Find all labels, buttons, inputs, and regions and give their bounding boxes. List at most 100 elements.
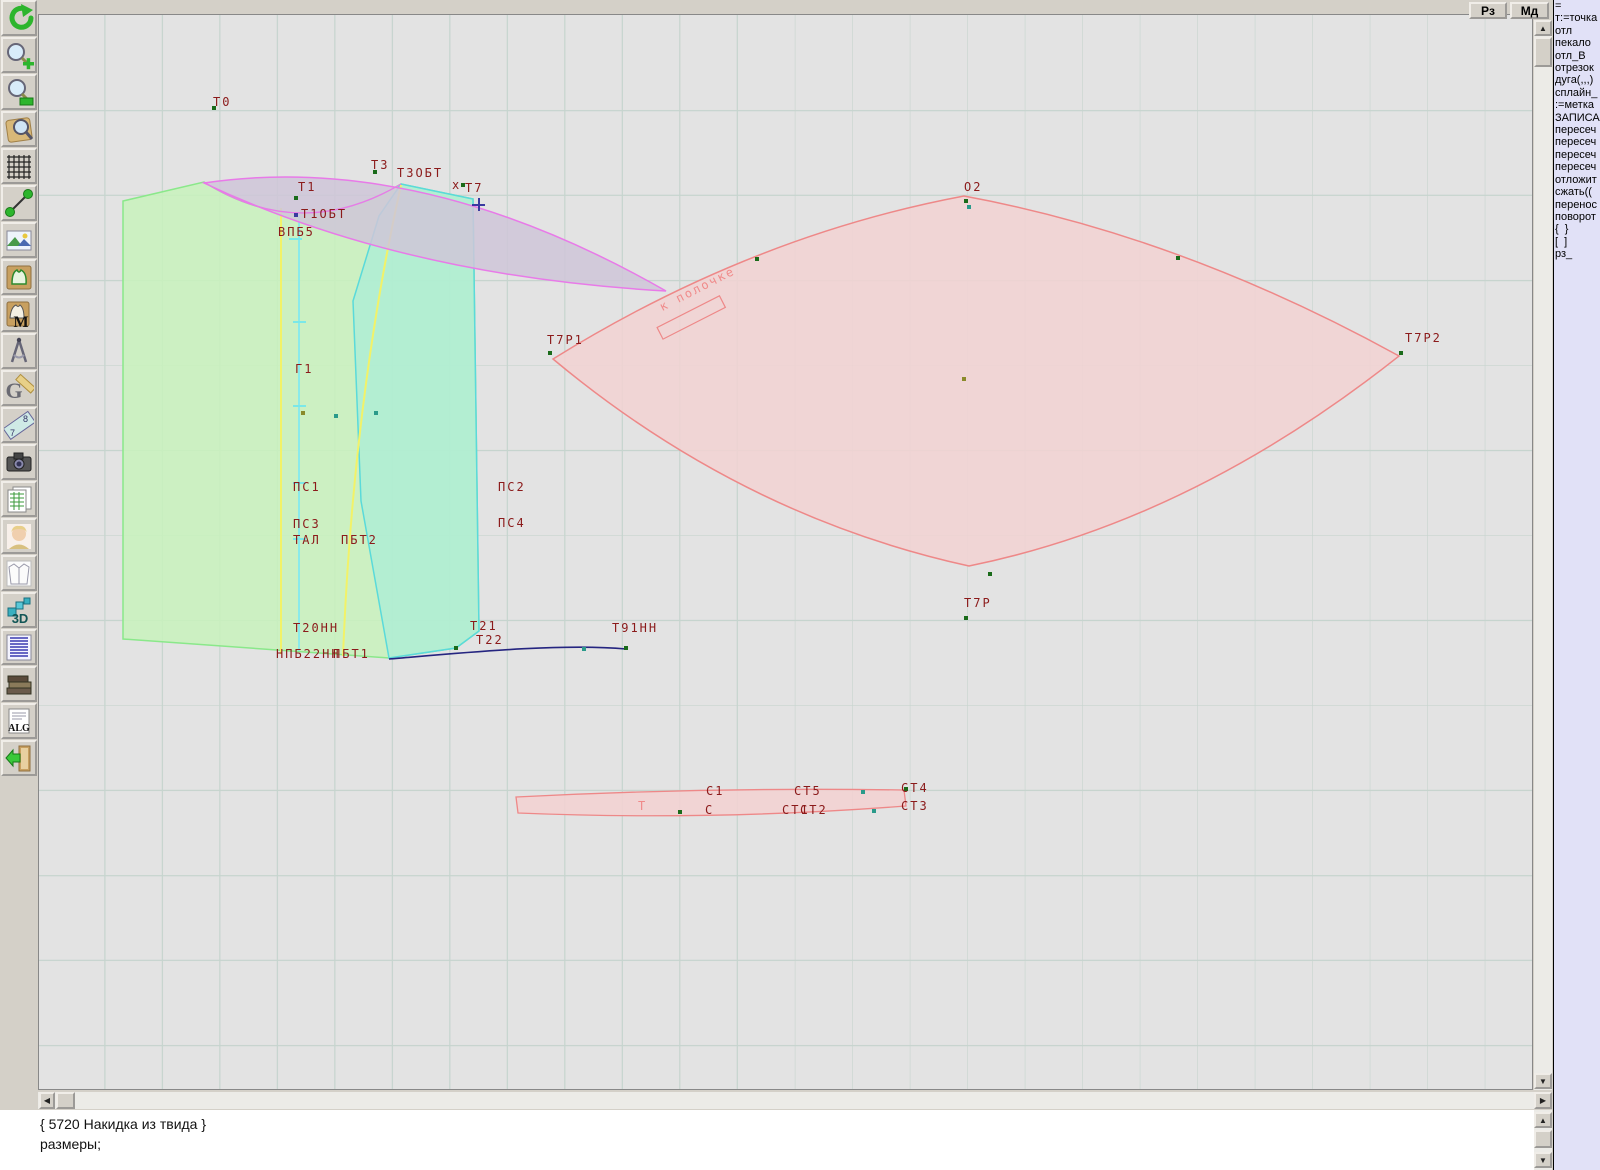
alg-document-button[interactable]: ALG xyxy=(1,703,37,739)
point-marker[interactable] xyxy=(904,787,908,791)
point-marker[interactable] xyxy=(967,205,971,209)
point-marker[interactable] xyxy=(988,572,992,576)
spreadsheet-button[interactable] xyxy=(1,481,37,517)
command-list-panel[interactable]: = т:=точка отл пекало отл_В отрезок дуга(,,,) с… xyxy=(1553,0,1600,1170)
zoom-out-button[interactable] xyxy=(1,74,37,110)
point-marker[interactable] xyxy=(301,411,305,415)
measure-line-button[interactable] xyxy=(1,185,37,221)
text-list-button[interactable] xyxy=(1,629,37,665)
point-marker[interactable] xyxy=(548,351,552,355)
horizontal-scroll-thumb[interactable] xyxy=(56,1092,75,1109)
point-marker[interactable] xyxy=(755,257,759,261)
tick-marker[interactable] xyxy=(293,321,306,323)
point-marker[interactable] xyxy=(294,213,298,217)
garment-button[interactable] xyxy=(1,555,37,591)
point-marker[interactable] xyxy=(334,414,338,418)
command-line: сжать(( xyxy=(1555,186,1592,199)
command-line: пересеч xyxy=(1555,136,1597,149)
point-label: ТАЛ xyxy=(293,533,321,547)
point-marker[interactable] xyxy=(212,106,216,110)
point-label: ПС4 xyxy=(498,516,526,530)
scroll-up-icon[interactable]: ▲ xyxy=(1534,1112,1552,1128)
grid-button[interactable] xyxy=(1,148,37,184)
vertical-scroll-thumb[interactable] xyxy=(1534,37,1552,67)
scroll-right-icon[interactable]: ▶ xyxy=(1534,1092,1552,1109)
point-marker[interactable] xyxy=(294,196,298,200)
tick-marker[interactable] xyxy=(289,238,302,240)
point-marker[interactable] xyxy=(962,377,966,381)
point-marker[interactable] xyxy=(964,199,968,203)
command-line: { } xyxy=(1555,223,1569,236)
point-label: ПБТ2 xyxy=(341,533,378,547)
scroll-down-icon[interactable]: ▼ xyxy=(1534,1152,1552,1168)
svg-text:8: 8 xyxy=(23,414,28,424)
point-marker[interactable] xyxy=(461,183,465,187)
zoom-in-button[interactable] xyxy=(1,37,37,73)
exit-button[interactable] xyxy=(1,740,37,776)
command-line: поворот xyxy=(1555,210,1596,223)
left-toolbar: M G 7 8 3D ALG xyxy=(0,0,38,1170)
rz-mode-button[interactable]: Рз xyxy=(1469,2,1507,19)
books-icon xyxy=(6,675,32,695)
text-area-scrollbar[interactable]: ▲ ▼ xyxy=(1534,1110,1552,1170)
point-marker[interactable] xyxy=(964,616,968,620)
pattern-canvas[interactable]: Т0 Т1 Т3 Т3ОБТ x Т7 Т1ОБТ ВПБ5 Г1 ПС1 ПС2 ПС3 ПС4 ТАЛ… xyxy=(38,14,1533,1090)
pattern-button[interactable] xyxy=(1,259,37,295)
canvas-vertical-scrollbar[interactable]: ▲ ▼ xyxy=(1534,20,1552,1090)
md-mode-button[interactable]: Мд xyxy=(1510,2,1549,19)
command-line: = xyxy=(1555,0,1562,12)
point-marker[interactable] xyxy=(373,170,377,174)
drafting-compass-button[interactable] xyxy=(1,333,37,369)
command-line: отложит xyxy=(1555,173,1597,186)
command-line: :=метка xyxy=(1555,99,1595,112)
command-line: сплайн_ xyxy=(1555,86,1598,99)
point-marker[interactable] xyxy=(1176,256,1180,260)
point-marker[interactable] xyxy=(1399,351,1403,355)
point-label: СТ2 xyxy=(800,803,828,817)
books-button[interactable] xyxy=(1,666,37,702)
point-label: ВПБ5 xyxy=(278,225,315,239)
point-marker[interactable] xyxy=(454,646,458,650)
tick-marker[interactable] xyxy=(293,482,306,484)
scroll-down-icon[interactable]: ▼ xyxy=(1534,1073,1552,1089)
scroll-up-icon[interactable]: ▲ xyxy=(1534,20,1552,36)
portrait-button[interactable] xyxy=(1,518,37,554)
text-scroll-thumb[interactable] xyxy=(1534,1130,1552,1148)
point-label: ПС2 xyxy=(498,480,526,494)
program-text-line: размеры; xyxy=(40,1136,101,1152)
point-marker[interactable] xyxy=(861,790,865,794)
cape-label-box[interactable] xyxy=(656,294,727,340)
tick-marker[interactable] xyxy=(293,405,306,407)
grid-icon xyxy=(7,155,31,179)
tick-marker[interactable] xyxy=(478,198,480,211)
pattern-piece-band[interactable] xyxy=(515,788,907,817)
undo-button[interactable] xyxy=(1,0,37,36)
hem-curve[interactable] xyxy=(388,646,627,660)
point-label: С1 xyxy=(706,784,725,798)
point-marker[interactable] xyxy=(624,646,628,650)
point-marker[interactable] xyxy=(374,411,378,415)
command-line: т:=точка xyxy=(1555,12,1598,25)
camera-button[interactable] xyxy=(1,444,37,480)
point-label: Т21 xyxy=(470,619,498,633)
g-ruler-button[interactable]: G xyxy=(1,370,37,406)
image-button[interactable] xyxy=(1,222,37,258)
ruler-icon: 78 xyxy=(4,410,34,440)
neckline-curve[interactable] xyxy=(203,181,402,214)
scroll-left-icon[interactable]: ◀ xyxy=(39,1092,55,1109)
point-label: Т7Р2 xyxy=(1405,331,1442,345)
3d-button[interactable]: 3D xyxy=(1,592,37,628)
pattern-piece-cape[interactable] xyxy=(551,195,1401,567)
command-line: пекало xyxy=(1555,37,1591,50)
pattern-m-button[interactable]: M xyxy=(1,296,37,332)
point-marker[interactable] xyxy=(678,810,682,814)
svg-text:3D: 3D xyxy=(12,611,29,625)
point-marker[interactable] xyxy=(872,809,876,813)
program-text-area[interactable]: { 5720 Накидка из твида } размеры; xyxy=(0,1110,1534,1170)
pattern-piece-collar[interactable] xyxy=(201,176,667,292)
tick-marker[interactable] xyxy=(293,538,306,540)
point-marker[interactable] xyxy=(582,647,586,651)
view-piece-button[interactable] xyxy=(1,111,37,147)
canvas-horizontal-scrollbar[interactable]: ◀ xyxy=(38,1092,1534,1109)
